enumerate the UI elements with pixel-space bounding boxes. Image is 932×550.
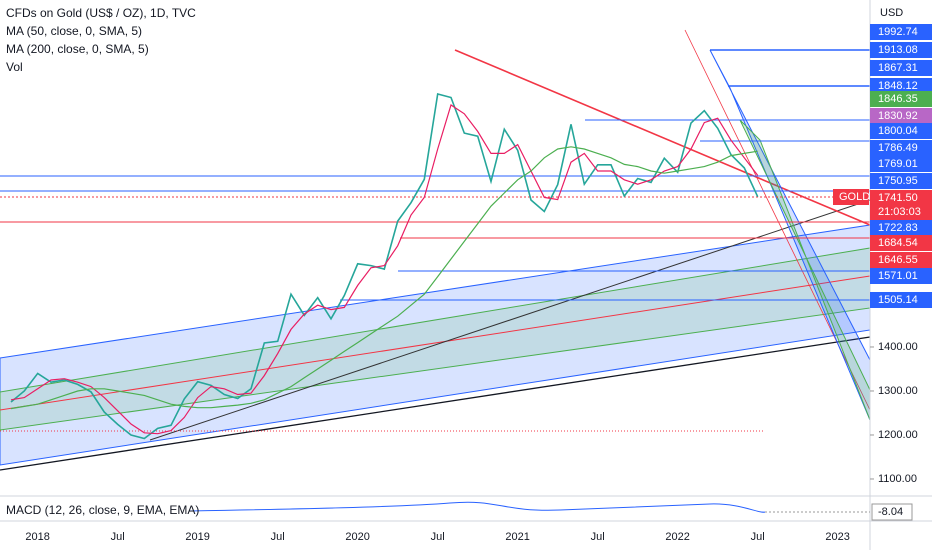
price-label-box xyxy=(870,140,932,156)
price-label-box xyxy=(870,123,932,139)
symbol: GOLD xyxy=(839,191,870,203)
x-tick-label: 2023 xyxy=(825,531,849,543)
base-line xyxy=(0,336,871,471)
symbol-tag xyxy=(833,189,869,205)
price-label: 1992.74 xyxy=(878,26,918,38)
macd-value: -8.04 xyxy=(878,506,903,518)
x-tick-label: 2020 xyxy=(345,531,369,543)
macd-line xyxy=(189,501,766,513)
series xyxy=(10,93,759,440)
x-tick-label: Jul xyxy=(431,531,445,543)
x-tick-label: 2018 xyxy=(25,531,49,543)
price-label-box xyxy=(870,42,932,58)
price-label: 1505.14 xyxy=(878,294,918,306)
volume-label: Vol xyxy=(6,60,23,74)
x-tick-label: 2022 xyxy=(665,531,689,543)
x-tick-label: Jul xyxy=(751,531,765,543)
y-tick-label: 1400.00 xyxy=(878,341,918,353)
price-label-box xyxy=(870,220,932,236)
price-label: 1722.83 xyxy=(878,222,918,234)
price-label: 1571.01 xyxy=(878,270,918,282)
price-label: 1913.08 xyxy=(878,44,918,56)
mid-line xyxy=(0,275,871,411)
ma-line xyxy=(10,146,758,410)
price-label: 1848.12 xyxy=(878,80,918,92)
price-label: 1800.04 xyxy=(878,125,918,137)
legend-entry: MA (200, close, 0, SMA, 5) xyxy=(6,42,149,56)
price-label-box xyxy=(870,252,932,268)
price-label-box xyxy=(870,78,932,94)
y-tick-label: 1100.00 xyxy=(878,473,917,485)
y-tick-label: 1300.00 xyxy=(878,385,918,397)
drawings xyxy=(0,29,871,471)
x-tick-label: Jul xyxy=(271,531,285,543)
price-label-box xyxy=(870,235,932,251)
price-label-box xyxy=(870,91,932,107)
price-label: 1867.31 xyxy=(878,62,918,74)
macd-label: MACD (12, 26, close, 9, EMA, EMA) xyxy=(6,503,199,517)
price-label: 1846.35 xyxy=(878,93,918,105)
y-tick-label: 1200.00 xyxy=(878,429,918,441)
x-tick-label: Jul xyxy=(591,531,605,543)
price-label-box xyxy=(870,60,932,76)
price-label: 1684.54 xyxy=(878,237,918,249)
price-label: 1741.50 xyxy=(878,192,918,204)
price-label-box xyxy=(870,190,932,220)
price-label: 1750.95 xyxy=(878,175,918,187)
price-line xyxy=(10,93,759,440)
price-label: 1646.55 xyxy=(878,254,918,266)
x-tick-label: Jul xyxy=(111,531,125,543)
price-label: 1830.92 xyxy=(878,110,918,122)
price-label-box xyxy=(870,24,932,40)
price-label: 1769.01 xyxy=(878,158,918,170)
price-label: 1786.49 xyxy=(878,142,918,154)
chart-title: CFDs on Gold (US$ / OZ), 1D, TVC xyxy=(6,6,196,20)
legend-entry: MA (50, close, 0, SMA, 5) xyxy=(6,24,142,38)
price-label-box xyxy=(870,268,932,284)
price-label-box xyxy=(870,173,932,189)
x-tick-label: 2019 xyxy=(185,531,209,543)
x-tick-label: 2021 xyxy=(505,531,529,543)
countdown: 21:03:03 xyxy=(878,206,921,218)
macd-value-box xyxy=(871,503,913,521)
ma-line xyxy=(10,104,759,435)
price-label-box xyxy=(870,108,932,124)
price-label-box xyxy=(870,156,932,172)
down-trend xyxy=(454,49,871,226)
currency: USD xyxy=(880,7,903,19)
price-label-box xyxy=(870,292,932,308)
trend-line xyxy=(149,199,871,441)
